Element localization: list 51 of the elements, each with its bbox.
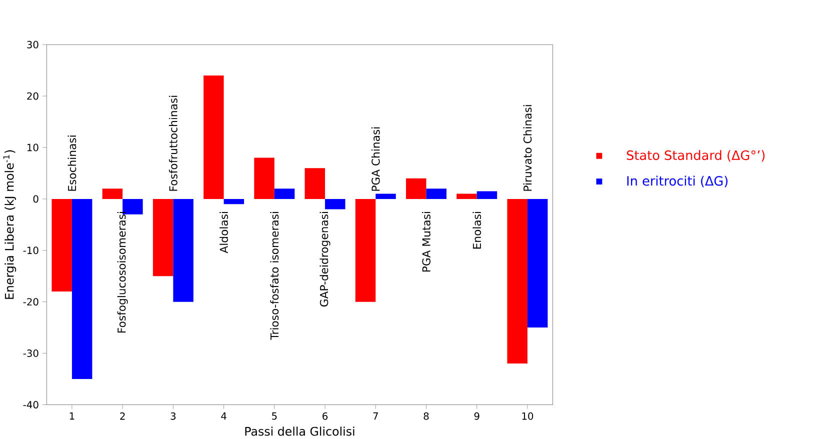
y-tick-label: -20 [23,298,38,306]
x-tick-label: 10 [522,412,534,420]
bar [274,188,295,199]
annotation: PGA Mutasi [422,212,430,272]
annotation: Aldolasi [220,212,228,254]
x-tick-label: 2 [120,412,125,420]
bar [173,198,194,302]
annotation: GAP-deidrogenasi [320,212,330,306]
bar [152,198,174,276]
x-axis-title: Passi della Glicolisi [245,426,354,436]
bar [325,198,346,210]
annotation: Fosfoglucosoisomerasi [117,212,128,333]
bar [254,158,274,199]
annotation: Piruvato Chinasi [523,105,532,191]
y-tick-label: 30 [27,40,38,48]
bar [376,194,396,199]
bar [426,188,446,199]
annotation: Fosfofruttochinasi [168,96,178,191]
y-tick-label: -30 [23,350,38,357]
bar [52,198,72,292]
x-tick-label: 9 [474,412,480,420]
x-tick-label: 4 [221,412,226,420]
y-tick-label: 0 [33,195,38,203]
annotation: Enolasi [472,212,482,249]
annotation: Trioso-fosfato isomerasi [270,212,279,340]
x-tick-label: 3 [170,412,176,420]
y-tick-label: -10 [23,246,38,254]
bar [456,194,477,199]
bar [204,75,224,199]
x-tick-label: 1 [70,412,74,420]
legend-label: In eritrociti (ΔG) [627,176,728,188]
x-tick-label: 8 [424,412,429,420]
y-tick-label: -40 [23,400,38,408]
bar [102,188,123,199]
legend-label: Stato Standard (ΔG°’) [626,150,765,162]
y-tick-label: 20 [27,92,38,100]
bar [304,168,326,199]
y-tick-label: 10 [27,144,38,152]
bar [406,178,426,199]
x-tick-label: 6 [322,412,328,420]
bar [224,198,244,204]
annotation: Esochinasi [68,136,76,191]
bar [527,198,548,328]
bar [476,191,498,199]
bar [507,198,528,364]
bar [355,198,376,302]
x-tick-label: 7 [373,412,378,420]
bar [72,198,92,379]
x-tick-label: 5 [272,412,277,420]
annotation: PGA Chinasi [371,127,380,191]
y-axis-title: Energia Libera (kJ mole$^{-1}$) [3,150,16,299]
